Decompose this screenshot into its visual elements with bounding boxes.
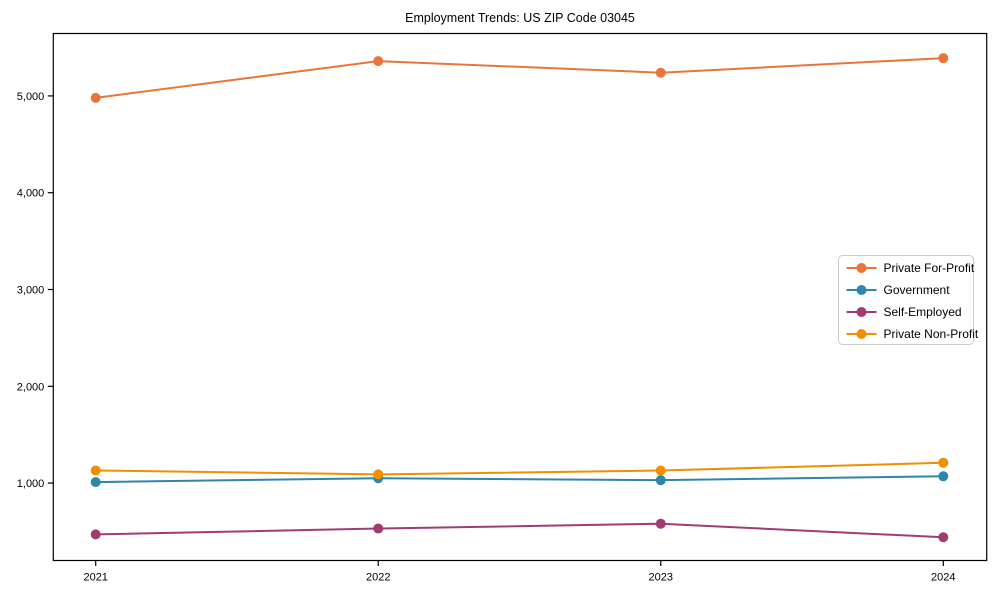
data-point-private-non-profit-2021 [90,465,101,476]
legend-label: Government [884,283,951,297]
data-point-self-employed-2021 [90,529,101,540]
x-tick-label: 2021 [83,572,107,584]
x-tick-label: 2022 [366,572,390,584]
data-point-private-for-profit-2023 [655,67,666,78]
legend: Private For-Profit Government Self-Employe… [838,255,979,345]
y-tick-label: 5,000 [17,91,45,103]
y-tick-label: 2,000 [17,381,45,393]
x-tick-label: 2024 [931,572,955,584]
legend-label: Self-Employed [884,305,962,319]
data-point-self-employed-2024 [938,532,949,543]
plot-frame [52,32,988,562]
series-line-government [94,475,945,484]
data-point-private-for-profit-2024 [938,53,949,64]
data-point-private-non-profit-2024 [938,457,949,468]
y-tick-label: 4,000 [17,188,45,200]
legend-marker [856,263,867,273]
legend-box [838,255,974,345]
legend-label: Private For-Profit [884,261,975,275]
series-line-private-for-profit [94,57,945,99]
data-point-government-2021 [90,477,101,488]
y-axis: 1,000 2,000 3,000 4,000 5,000 [17,91,54,490]
data-point-government-2024 [938,471,949,482]
x-tick-label: 2023 [649,572,673,584]
data-point-private-non-profit-2023 [655,465,666,476]
y-tick-label: 3,000 [17,284,45,296]
series-line-self-employed [94,522,945,539]
data-point-self-employed-2022 [373,523,384,534]
data-point-private-non-profit-2022 [373,469,384,480]
series-layer [90,53,949,543]
series-line-private-non-profit [94,461,945,476]
y-tick-label: 1,000 [17,478,45,490]
legend-marker [856,329,867,339]
data-point-private-for-profit-2022 [373,56,384,67]
x-axis: 2021 2022 2023 2024 [83,560,956,584]
data-point-private-for-profit-2021 [90,92,101,103]
legend-label: Private Non-Profit [884,327,979,341]
legend-marker [856,307,867,317]
legend-marker [856,285,867,295]
chart-title: Employment Trends: US ZIP Code 03045 [405,11,635,25]
data-point-self-employed-2023 [655,518,666,529]
data-point-government-2023 [655,475,666,486]
